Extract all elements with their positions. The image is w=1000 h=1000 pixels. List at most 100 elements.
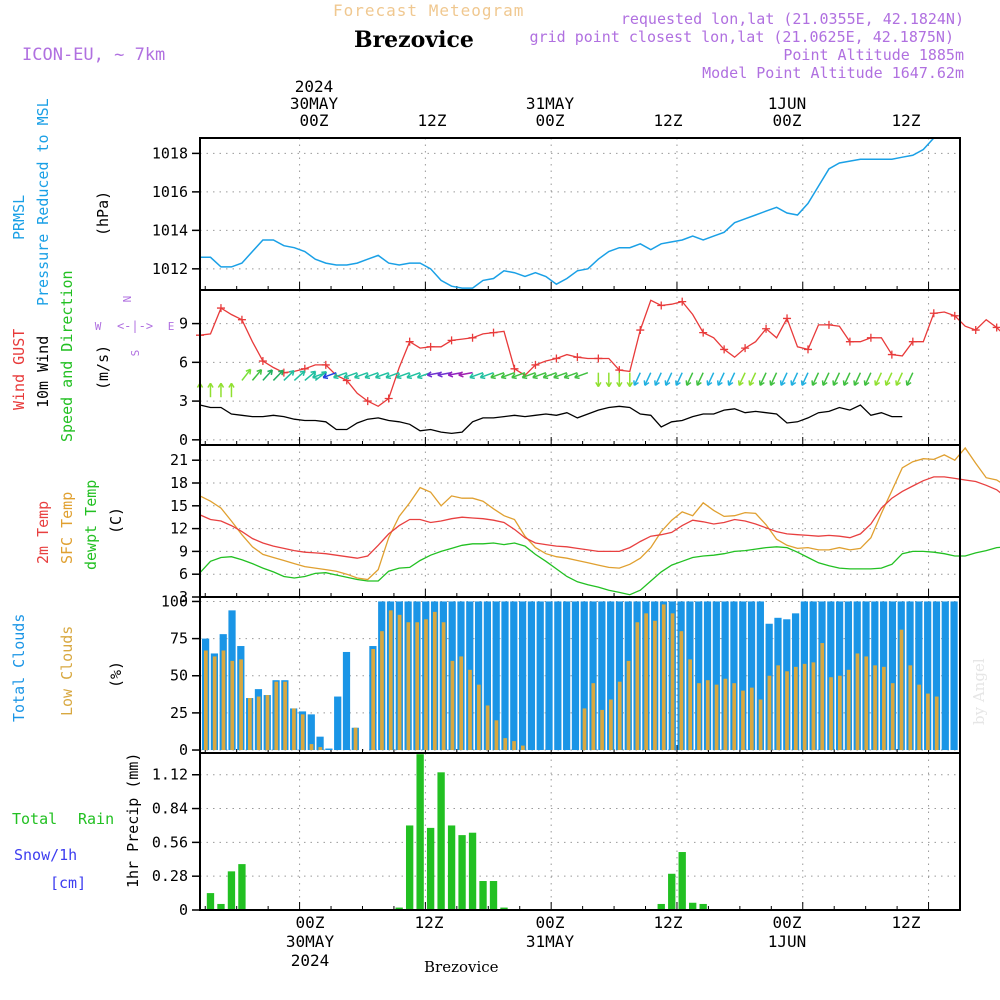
- low-cloud-bar: [221, 650, 226, 751]
- gust-marker: [866, 333, 875, 342]
- bottom-date-label: 30MAY: [286, 932, 335, 951]
- precip-labels: Total Rain Snow/1h [cm] 1hr Precip (mm): [12, 753, 142, 892]
- wind-arrow: [354, 371, 368, 379]
- wind-arrow-head: [884, 380, 891, 386]
- gust-marker: [489, 328, 498, 337]
- wind-arrow-head: [874, 380, 881, 386]
- gust-label: Wind GUST: [10, 329, 28, 410]
- gust-marker: [531, 360, 540, 369]
- wind-arrow: [511, 371, 526, 379]
- panel-frame: [199, 752, 961, 911]
- low-cloud-bar: [644, 613, 648, 751]
- low-cloud-bar: [406, 622, 411, 751]
- low-cloud-bar: [450, 660, 455, 751]
- low-cloud-bar: [503, 738, 508, 751]
- wind-arrow-head: [312, 373, 318, 380]
- wind-arrow: [906, 372, 914, 386]
- wind-arrow-head: [299, 370, 306, 377]
- rain-bar: [426, 827, 435, 910]
- top-hour-label: 12Z: [654, 111, 683, 130]
- low-cloud-bar: [494, 720, 499, 751]
- rain-bar: [689, 902, 697, 910]
- wind-arrow: [644, 372, 652, 386]
- rain-bar: [437, 772, 445, 910]
- low-cloud-bar: [714, 684, 719, 751]
- y-tick-label: 0.28: [152, 867, 188, 885]
- wind-arrow-head: [364, 373, 371, 380]
- temp-labels: 2m Temp SFC Temp dewpt Temp (C): [34, 480, 125, 570]
- gust-marker: [804, 345, 812, 354]
- wind-arrow: [322, 371, 337, 379]
- bottom-hour-label: 00Z: [773, 913, 802, 932]
- wind-arrow: [895, 372, 904, 386]
- gust-marker: [405, 337, 414, 346]
- top-hour-label: 00Z: [773, 111, 802, 130]
- total-cloud-bar: [721, 601, 729, 751]
- wind-arrow-head: [385, 373, 392, 380]
- top-hour-label: 12Z: [418, 111, 447, 130]
- gust-marker: [594, 354, 603, 363]
- top-hour-label: 12Z: [892, 111, 921, 130]
- wind-dir-label: Speed and Direction: [58, 270, 76, 442]
- rain-bar: [395, 907, 403, 910]
- gust-marker: [741, 344, 750, 353]
- low-cloud-bar: [934, 696, 939, 751]
- bottom-hour-label: 12Z: [892, 913, 921, 932]
- low-cloud-bar: [741, 690, 745, 751]
- rain-bar: [405, 825, 414, 910]
- low-cloud-bar: [802, 663, 807, 751]
- low-cloud-bar: [415, 622, 420, 751]
- wind10-line: [199, 404, 903, 435]
- wind-arrow-head: [633, 380, 639, 386]
- wind-arrow: [780, 372, 788, 386]
- wind-arrow-head: [737, 380, 744, 386]
- low-cloud-bar: [653, 620, 657, 751]
- gust-marker: [258, 357, 267, 366]
- low-cloud-bar: [635, 622, 640, 751]
- gust-marker: [468, 333, 477, 342]
- y-tick-label: 15: [170, 497, 188, 515]
- wind-arrow-head: [863, 380, 870, 386]
- low-cloud-bar: [591, 683, 596, 751]
- low-cloud-bar: [371, 649, 376, 751]
- rain-total-label: Total: [12, 810, 57, 828]
- prmsl-desc-label: Pressure Reduced to MSL: [34, 98, 52, 306]
- wind-arrow-head: [832, 380, 839, 386]
- precip-panel: 0 0.28 0.56 0.84 1.12: [152, 752, 961, 919]
- grid-point-coords: grid point closest lon,lat (21.0625E, 42…: [530, 28, 954, 46]
- wind-arrow-head: [245, 368, 252, 375]
- low-cloud-bar: [512, 741, 516, 751]
- wind-arrow: [501, 371, 515, 379]
- gust-marker: [237, 315, 246, 324]
- wind-arrow-head: [278, 369, 284, 376]
- wind-arrow-head: [727, 380, 734, 386]
- gust-marker: [950, 311, 959, 320]
- wind-arrow: [333, 371, 348, 379]
- wind-arrow: [480, 371, 494, 379]
- wind-arrow-head: [207, 382, 214, 388]
- wind-arrow-head: [779, 380, 786, 386]
- y-tick-label: 18: [170, 474, 188, 492]
- low-cloud-bar: [318, 747, 323, 751]
- wind-arrow: [448, 371, 463, 376]
- gust-marker: [552, 354, 561, 363]
- wind-arrow: [563, 371, 578, 379]
- total-cloud-bar: [325, 748, 333, 751]
- low-cloud-bar: [432, 611, 437, 751]
- rain-bar: [238, 864, 246, 910]
- total-cloud-bar: [827, 601, 835, 751]
- wind-arrow-head: [426, 371, 433, 378]
- low-cloud-bar: [705, 680, 710, 751]
- wind-arrow-head: [479, 373, 486, 380]
- wind-arrow: [885, 372, 893, 386]
- low-cloud-bar: [388, 610, 393, 751]
- y-tick-label: 1012: [152, 260, 188, 278]
- gust-marker: [992, 323, 1000, 332]
- total-cloud-bar: [888, 601, 897, 751]
- wind-arrow-head: [228, 382, 235, 388]
- rain-bar: [206, 893, 215, 910]
- gust-marker: [699, 328, 708, 337]
- y-tick-label: 21: [170, 451, 188, 469]
- gust-marker: [824, 320, 833, 329]
